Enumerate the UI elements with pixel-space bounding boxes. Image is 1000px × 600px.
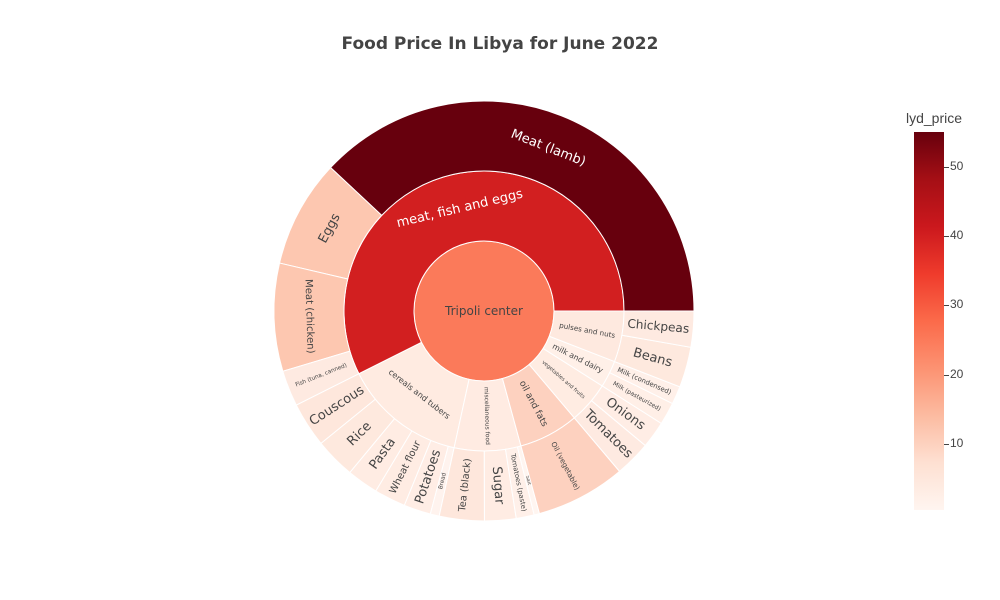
root-label: Tripoli center xyxy=(444,304,523,318)
colorbar-tick-label: 40 xyxy=(950,228,964,243)
colorbar-tick-mark xyxy=(944,236,949,238)
item-label-bread: Bread xyxy=(438,472,448,490)
colorbar-tick-mark xyxy=(944,444,949,446)
colorbar-tick-mark xyxy=(944,166,949,168)
colorbar-tick-mark xyxy=(944,374,949,376)
colorbar-tick-label: 30 xyxy=(950,297,964,312)
colorbar-tick-label: 50 xyxy=(950,158,964,173)
item-sector-meat-lamb[interactable] xyxy=(329,100,695,312)
colorbar-tick-label: 10 xyxy=(950,436,964,451)
item-label-chickpeas: Chickpeas xyxy=(627,317,690,336)
colorbar: lyd_price 10 20 30 40 50 xyxy=(906,108,996,518)
item-sector-chickpeas[interactable] xyxy=(621,310,695,348)
colorbar-tick-mark xyxy=(944,305,949,307)
item-label-meat-chicken: Meat (chicken) xyxy=(302,279,315,354)
colorbar-tick-label: 20 xyxy=(950,366,964,381)
item-label-sugar: Sugar xyxy=(489,466,507,506)
item-label-salt: Salt xyxy=(524,475,532,486)
chart-title: Food Price In Libya for June 2022 xyxy=(341,34,659,54)
colorbar-title: lyd_price xyxy=(906,110,963,126)
colorbar-gradient xyxy=(914,132,944,510)
category-label-miscellaneous-food: miscellaneous food xyxy=(482,387,491,445)
